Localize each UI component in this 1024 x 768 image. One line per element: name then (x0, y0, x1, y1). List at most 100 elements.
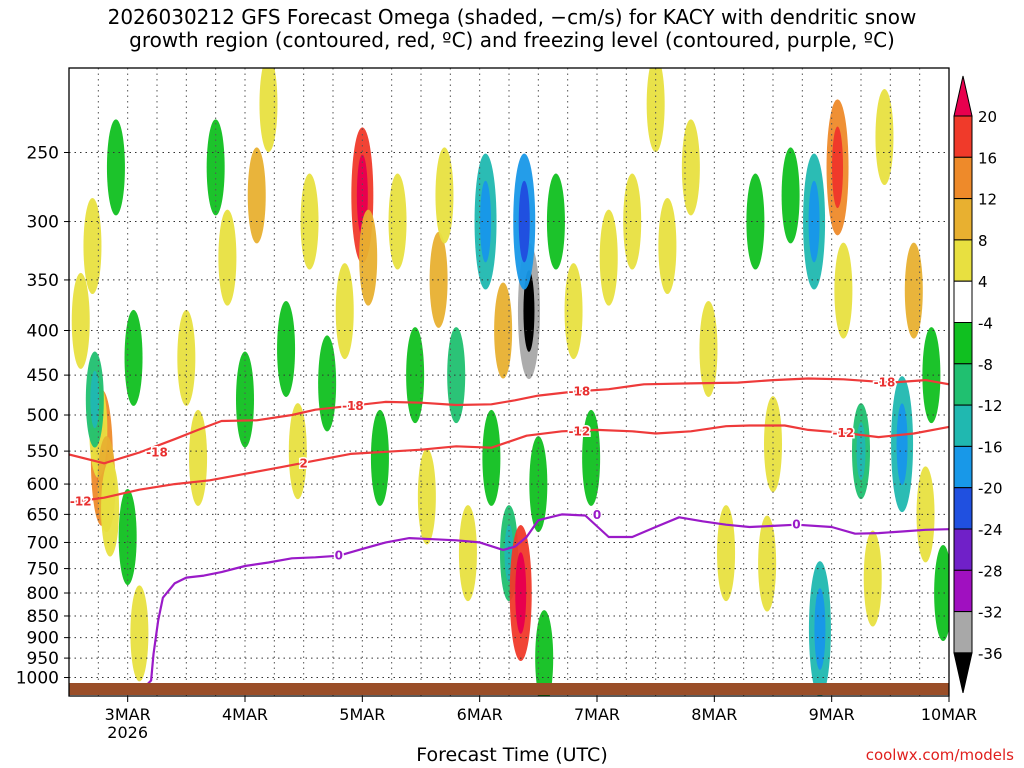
omega-cell-6 (124, 309, 143, 406)
chart-title: 2026030212 GFS Forecast Omega (shaded, −… (107, 5, 917, 52)
colorbar-swatch-12 (953, 569, 973, 613)
x-tick-label-6: 9MAR (809, 705, 855, 724)
omega-cell-54 (764, 396, 782, 493)
colorbar-swatch-6 (953, 322, 973, 365)
contour-dgz-1 (69, 424, 949, 504)
y-tick-label-700: 700 (27, 533, 59, 553)
colorbar-swatch-2 (953, 156, 973, 200)
contour-label-2: -18 (569, 385, 591, 399)
contour-label-11: 0 (792, 518, 800, 532)
omega-cell-45 (599, 209, 618, 306)
colorbar-label-10: -24 (978, 521, 1003, 539)
colorbar-label-4: 4 (978, 273, 988, 291)
y-tick-label-250: 250 (27, 144, 59, 164)
colorbar-bottom-arrow (953, 652, 973, 694)
contour-freezing-2 (69, 513, 949, 696)
omega-cell-24 (359, 209, 378, 306)
colorbar-swatch-7 (953, 363, 973, 406)
colorbar-top-arrow (953, 75, 973, 117)
plot-frame (68, 67, 950, 697)
x-tick-label-5: 8MAR (691, 705, 737, 724)
colorbar: 20 16 12 8 4 -4 -8 -12 -16 -20 -24 -28 -32 -36 (953, 75, 1003, 694)
y-tick-label-750: 750 (27, 560, 59, 580)
omega-cell-55 (781, 147, 800, 244)
omega-core-63 (896, 403, 908, 485)
colorbar-swatch-4 (953, 239, 973, 282)
omega-cell-53 (758, 515, 777, 612)
contour-label-1: -18 (146, 445, 168, 459)
omega-cell-47 (646, 68, 665, 153)
omega-cell-17 (259, 68, 278, 153)
omega-cell-51 (717, 505, 736, 602)
omega-cell-18 (277, 300, 296, 397)
omega-cell-41 (535, 610, 554, 696)
omega-cell-35 (494, 282, 513, 379)
omega-cell-12 (189, 409, 208, 506)
omega-cell-22 (335, 263, 354, 360)
y-tick-label-350: 350 (27, 271, 59, 291)
x-tick-label-3: 6MAR (457, 705, 503, 724)
colorbar-swatch-1 (953, 115, 973, 158)
y-tick-label-850: 850 (27, 607, 59, 627)
omega-cell-16 (247, 147, 266, 244)
omega-cell-28 (417, 448, 436, 545)
contour-label-10: 0 (593, 508, 601, 522)
omega-cell-31 (447, 327, 466, 424)
omega-cell-64 (904, 242, 923, 339)
contour-label-7: 2 (299, 456, 307, 470)
omega-cell-65 (916, 466, 935, 563)
colorbar-label-6: -8 (978, 356, 993, 374)
omega-cell-67 (934, 545, 949, 641)
omega-cell-43 (564, 263, 583, 360)
omega-cell-34 (482, 409, 501, 506)
contour-label-5: -12 (569, 424, 591, 438)
credit-link[interactable]: coolwx.com/models (865, 746, 1014, 764)
contour-labels: -18-18-18-18-12-12-1220000 (68, 374, 896, 696)
contour-label-3: -18 (874, 376, 896, 390)
omega-cell-44 (582, 409, 601, 506)
omega-cell-46 (623, 173, 642, 270)
omega-cell-11 (177, 309, 196, 406)
contour-lines (69, 377, 949, 696)
omega-cell-14 (218, 209, 237, 306)
omega-cell-9 (71, 272, 90, 369)
omega-core-38 (523, 270, 535, 352)
omega-cell-52 (746, 173, 765, 270)
colorbar-label-3: 8 (978, 232, 988, 250)
y-tick-label-1000: 1000 (16, 669, 59, 689)
contour-label-9: 0 (335, 549, 343, 563)
omega-cell-20 (300, 173, 319, 270)
x-tick-label-1: 4MAR (222, 705, 268, 724)
x-tick-label-7: 10MAR (921, 705, 977, 724)
colorbar-label-12: -32 (978, 604, 1003, 622)
x-tick-label-4: 7MAR (574, 705, 620, 724)
omega-cell-32 (458, 505, 477, 602)
y-axis: 2503003504004505005506006507007508008509… (16, 144, 69, 689)
omega-cell-40 (529, 436, 548, 533)
omega-cell-19 (288, 403, 307, 500)
colorbar-label-5: -4 (978, 315, 993, 333)
y-tick-label-650: 650 (27, 505, 59, 525)
y-tick-label-950: 950 (27, 649, 59, 669)
omega-cell-50 (699, 300, 718, 397)
colorbar-swatch-11 (953, 528, 973, 571)
omega-cell-4 (101, 460, 120, 557)
omega-core-57 (814, 588, 826, 670)
contour-label-4: -12 (70, 494, 92, 508)
omega-core-3 (90, 370, 100, 429)
colorbar-label-1: 16 (978, 149, 997, 167)
omega-cell-27 (406, 327, 425, 424)
omega-cell-59 (834, 242, 853, 339)
omega-shading (71, 68, 949, 696)
ground-strip (69, 683, 949, 695)
colorbar-label-7: -12 (978, 397, 1003, 415)
y-tick-label-600: 600 (27, 475, 59, 495)
omega-cell-48 (658, 197, 677, 294)
omega-cell-25 (370, 409, 389, 506)
colorbar-swatch-8 (953, 404, 973, 447)
colorbar-swatch-5 (953, 280, 973, 324)
colorbar-label-11: -28 (978, 562, 1003, 580)
y-tick-label-900: 900 (27, 629, 59, 649)
y-tick-label-300: 300 (27, 213, 59, 233)
